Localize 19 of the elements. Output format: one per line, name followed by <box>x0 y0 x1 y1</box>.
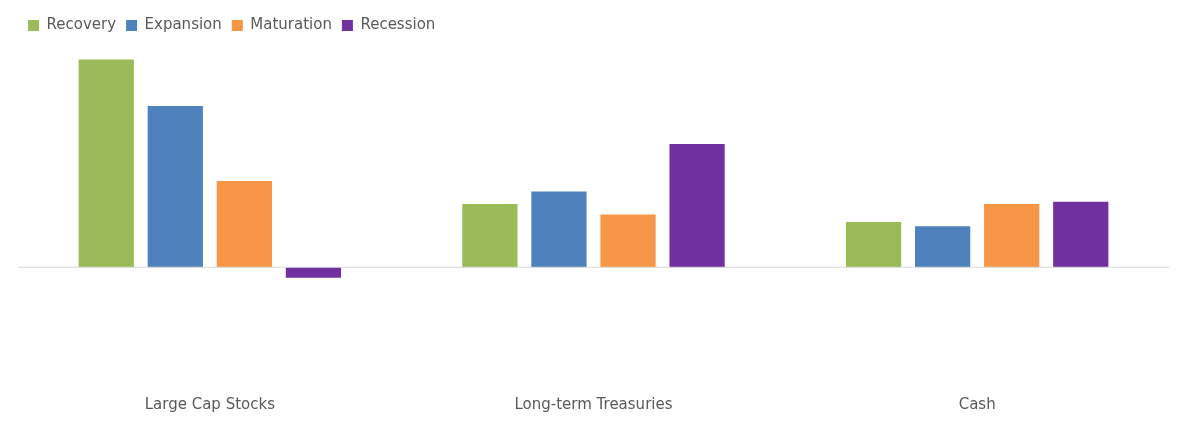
x-tick-label: Long-term Treasuries <box>514 394 673 413</box>
legend-label: Expansion <box>144 15 222 34</box>
legend-label: Maturation <box>250 15 332 34</box>
bar <box>462 203 518 268</box>
bar <box>531 191 587 268</box>
bar <box>147 105 203 268</box>
legend-label: Recession <box>360 15 436 34</box>
bar <box>984 203 1040 268</box>
bar <box>600 214 656 268</box>
bar <box>669 143 725 268</box>
x-tick-label: Large Cap Stocks <box>144 394 276 413</box>
legend-label: Recovery <box>46 15 117 34</box>
x-tick-label: Cash <box>958 394 996 413</box>
bar <box>915 226 971 268</box>
bar <box>216 180 272 268</box>
bar <box>285 267 342 278</box>
bar <box>1053 201 1109 268</box>
bar <box>845 221 902 268</box>
bar <box>78 59 134 268</box>
